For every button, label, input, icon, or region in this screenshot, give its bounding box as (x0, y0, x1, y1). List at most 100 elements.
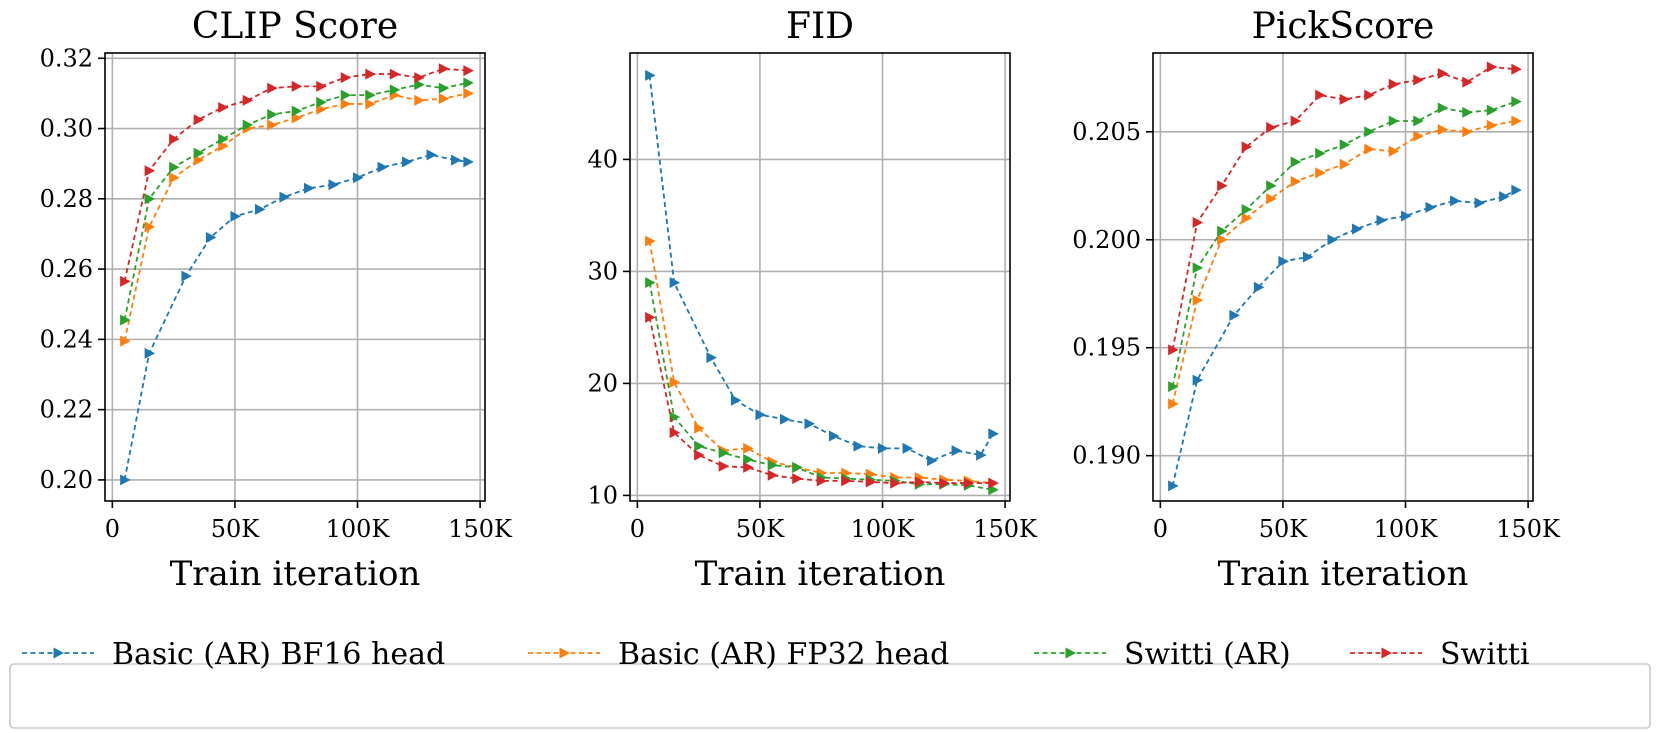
series-line (1171, 66, 1516, 351)
data-point (1278, 255, 1289, 267)
data-point (414, 94, 425, 106)
data-point (1315, 89, 1326, 101)
y-tick-label: 0.190 (1072, 442, 1141, 470)
data-point (1364, 143, 1375, 155)
x-tick-label: 100K (326, 515, 391, 543)
data-point (1462, 76, 1473, 88)
data-point (1388, 145, 1400, 157)
data-point (316, 80, 327, 92)
legend-swatch-marker (559, 647, 570, 659)
data-point (755, 409, 766, 421)
data-point (414, 72, 425, 84)
data-point (1290, 115, 1302, 127)
legend-swatch-marker (1381, 647, 1392, 659)
data-point (718, 460, 730, 472)
data-point (1437, 102, 1449, 114)
data-point (205, 231, 217, 243)
data-point (792, 461, 803, 473)
data-point (267, 82, 278, 94)
data-point (316, 103, 327, 115)
pickscore-grid (1153, 53, 1533, 501)
data-point (878, 442, 889, 454)
data-point (645, 311, 656, 323)
clip-score-title: CLIP Score (192, 6, 398, 47)
data-point (144, 193, 156, 205)
y-tick-label: 0.28 (40, 185, 93, 213)
data-point (988, 477, 999, 489)
data-point (1192, 294, 1204, 306)
data-point (365, 89, 376, 101)
data-point (169, 172, 180, 184)
data-point (841, 475, 852, 487)
series-basic-ar-fp32-head (645, 235, 999, 489)
x-tick-label: 0 (1153, 515, 1168, 543)
data-point (743, 461, 754, 473)
pickscore-x-axis-label: Train iteration (1218, 554, 1469, 594)
data-point (402, 156, 413, 168)
data-point (1437, 68, 1449, 80)
clip-score-axes-frame (104, 52, 486, 502)
data-point (828, 430, 840, 442)
data-point (1266, 193, 1277, 205)
chart-pickscore: 0 50K 100K 150K 0.190 0.195 0.200 0.205 PickScor… (1072, 6, 1561, 594)
data-point (1217, 225, 1228, 237)
data-point (743, 454, 754, 466)
data-point (694, 449, 705, 461)
data-point (1168, 344, 1179, 356)
data-point (218, 101, 229, 113)
data-point (451, 154, 462, 166)
data-point (1253, 281, 1265, 293)
data-point (303, 182, 315, 194)
data-point (365, 98, 376, 110)
data-point (1315, 167, 1326, 179)
data-point (1511, 184, 1522, 196)
data-point (1437, 124, 1449, 136)
series-line (648, 282, 994, 491)
data-point (1192, 216, 1204, 228)
data-point (463, 77, 474, 89)
data-point (939, 477, 950, 489)
legend: Basic (AR) BF16 head Basic (AR) FP32 head… (9, 637, 1651, 729)
legend-entry-switti: Switti (1350, 637, 1530, 672)
legend-frame (9, 663, 1651, 729)
data-point (463, 65, 474, 77)
legend-entry-switti-ar: Switti (AR) (1034, 637, 1291, 672)
data-point (291, 80, 303, 92)
legend-entry-basic-ar-fp32-head: Basic (AR) FP32 head (528, 637, 949, 672)
y-tick-label: 0.195 (1072, 334, 1141, 362)
series-line (648, 241, 993, 484)
data-point (169, 133, 180, 145)
series-basic-ar-bf16-head (645, 69, 999, 467)
data-point (1290, 156, 1302, 168)
data-point (1511, 63, 1522, 75)
data-point (353, 172, 364, 184)
y-tick-label: 10 (587, 481, 618, 509)
data-point (1168, 381, 1179, 393)
x-tick-label: 150K (1496, 515, 1561, 543)
series-line (648, 317, 993, 484)
fid-axes-frame (629, 52, 1011, 502)
data-point (1229, 309, 1240, 321)
x-tick-label: 100K (851, 515, 916, 543)
data-point (328, 179, 339, 191)
data-point (1302, 251, 1314, 263)
series-basic-ar-fp32-head (1168, 115, 1522, 410)
data-point (316, 96, 327, 108)
series-line (123, 92, 469, 342)
x-tick-label: 0 (105, 515, 120, 543)
data-point (291, 112, 303, 124)
data-point (340, 72, 352, 84)
clip-score-x-axis-label: Train iteration (170, 554, 421, 594)
data-point (389, 68, 401, 80)
data-point (1364, 89, 1375, 101)
y-tick-label: 0.24 (40, 325, 93, 353)
legend-label: Basic (AR) BF16 head (112, 637, 445, 672)
data-point (340, 89, 352, 101)
data-point (1401, 210, 1412, 222)
data-point (890, 477, 901, 489)
x-tick-label: 150K (448, 515, 513, 543)
data-point (951, 445, 963, 457)
data-point (1462, 106, 1473, 118)
data-point (1339, 93, 1351, 105)
series-switti (645, 311, 999, 489)
